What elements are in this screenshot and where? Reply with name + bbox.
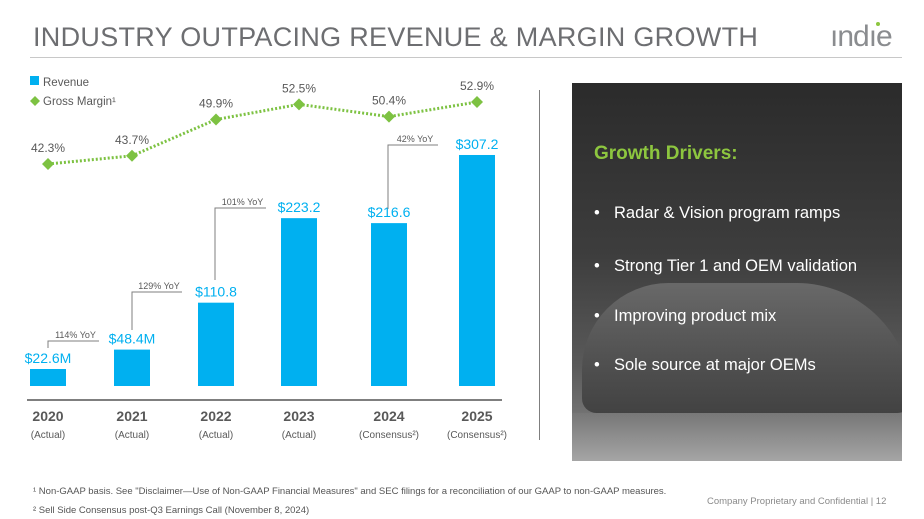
vertical-divider bbox=[539, 90, 540, 440]
gross-margin-label-2025: 52.9% bbox=[460, 79, 494, 93]
gross-margin-label-2022: 49.9% bbox=[199, 97, 233, 111]
growth-drivers-heading: Growth Drivers: bbox=[594, 143, 738, 164]
year-label-2023: 2023 bbox=[283, 408, 314, 424]
yoy-bracket-2021 bbox=[47, 340, 99, 348]
year-label-2021: 2021 bbox=[116, 408, 147, 424]
revenue-bar-2023 bbox=[281, 218, 317, 386]
legend-margin-marker bbox=[30, 96, 40, 106]
gross-margin-label-2020: 42.3% bbox=[31, 141, 65, 155]
revenue-label-2024: $216.6 bbox=[368, 204, 411, 220]
gross-margin-marker-2023 bbox=[293, 98, 305, 111]
gross-margin-marker-2025 bbox=[471, 95, 483, 108]
year-sublabel-2022: (Actual) bbox=[199, 430, 233, 441]
bullet-text: Sole source at major OEMs bbox=[614, 356, 816, 374]
year-sublabel-2020: (Actual) bbox=[31, 430, 65, 441]
revenue-label-2020: $22.6M bbox=[25, 350, 72, 366]
legend-revenue-swatch bbox=[30, 76, 39, 85]
gross-margin-label-2021: 43.7% bbox=[115, 133, 149, 147]
growth-drivers-panel bbox=[572, 83, 902, 461]
revenue-label-2023: $223.2 bbox=[278, 199, 321, 215]
gross-margin-line bbox=[47, 100, 478, 166]
yoy-label-2022: 129% YoY bbox=[138, 281, 180, 291]
revenue-bar-2022 bbox=[198, 302, 234, 386]
revenue-bar-2020 bbox=[30, 369, 66, 386]
year-label-2020: 2020 bbox=[32, 408, 63, 424]
year-sublabel-2023: (Actual) bbox=[282, 430, 316, 441]
bullet-text: Radar & Vision program ramps bbox=[614, 204, 841, 222]
footnote-2: ² Sell Side Consensus post-Q3 Earnings C… bbox=[33, 505, 310, 516]
revenue-label-2021: $48.4M bbox=[109, 331, 156, 347]
year-sublabel-2024: (Consensus²) bbox=[359, 430, 419, 441]
page-title: INDUSTRY OUTPACING REVENUE & MARGIN GROW… bbox=[33, 22, 759, 52]
bullet-text: Improving product mix bbox=[614, 307, 777, 325]
revenue-bar-2021 bbox=[114, 349, 150, 386]
yoy-label-2023: 101% YoY bbox=[222, 197, 264, 207]
gross-margin-marker-2021 bbox=[126, 149, 138, 162]
year-sublabel-2025: (Consensus²) bbox=[447, 430, 507, 441]
driver-bullet: • Strong Tier 1 and OEM validation bbox=[594, 257, 858, 275]
yoy-bracket-2022 bbox=[131, 291, 182, 330]
year-label-2025: 2025 bbox=[461, 408, 492, 424]
gross-margin-label-2024: 50.4% bbox=[372, 94, 406, 108]
gross-margin-marker-2020 bbox=[42, 158, 54, 170]
yoy-label-2025: 42% YoY bbox=[397, 134, 434, 144]
title-divider bbox=[30, 57, 902, 58]
road-image bbox=[572, 413, 902, 461]
logo-dot bbox=[876, 22, 880, 26]
revenue-margin-chart: Revenue Gross Margin¹ $22.6M $48.4M $110.8 $2… bbox=[25, 76, 507, 441]
yoy-bracket-2023 bbox=[214, 207, 266, 280]
bullet-text: Strong Tier 1 and OEM validation bbox=[614, 257, 858, 275]
year-label-2022: 2022 bbox=[200, 408, 231, 424]
revenue-label-2025: $307.2 bbox=[456, 136, 499, 152]
legend-revenue-label: Revenue bbox=[43, 77, 89, 89]
driver-bullet: • Sole source at major OEMs bbox=[594, 356, 816, 374]
year-label-2024: 2024 bbox=[373, 408, 404, 424]
footnote-1: ¹ Non-GAAP basis. See "Disclaimer—Use of… bbox=[33, 486, 667, 497]
yoy-bracket-2025 bbox=[387, 144, 438, 209]
driver-bullet: • Radar & Vision program ramps bbox=[594, 204, 841, 222]
yoy-label-2021: 114% YoY bbox=[55, 330, 96, 340]
confidential-notice: Company Proprietary and Confidential | 1… bbox=[707, 496, 887, 507]
car-image bbox=[582, 283, 902, 413]
indie-logo: ındıe bbox=[830, 20, 893, 53]
year-sublabel-2021: (Actual) bbox=[115, 430, 149, 441]
revenue-label-2022: $110.8 bbox=[195, 284, 237, 300]
revenue-bar-2025 bbox=[459, 154, 495, 386]
gross-margin-label-2023: 52.5% bbox=[282, 81, 316, 95]
gross-margin-marker-2024 bbox=[383, 110, 395, 123]
legend-margin-label: Gross Margin¹ bbox=[43, 96, 116, 108]
driver-bullet: • Improving product mix bbox=[594, 307, 777, 325]
gross-margin-marker-2022 bbox=[210, 113, 222, 126]
revenue-bar-2024 bbox=[371, 223, 407, 386]
